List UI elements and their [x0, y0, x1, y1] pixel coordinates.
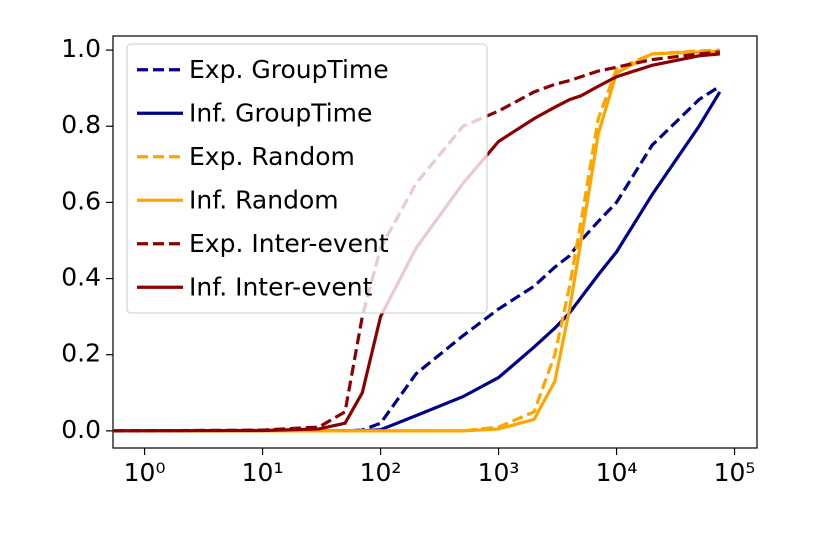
y-tick-label: 0.0 [61, 415, 101, 444]
legend-box [126, 43, 488, 314]
x-tick-label: 10⁰ [124, 458, 166, 487]
y-tick-label: 0.2 [61, 339, 101, 368]
x-tick-label: 10⁴ [596, 458, 638, 487]
legend-label: Exp. Inter-event [189, 229, 389, 258]
legend-label: Exp. GroupTime [189, 55, 389, 84]
legend-label: Inf. GroupTime [189, 98, 372, 127]
y-tick-label: 0.4 [61, 263, 101, 292]
series-line [113, 52, 720, 433]
legend: Exp. GroupTime Inf. GroupTime Exp. Random I… [126, 43, 488, 314]
legend-label: Inf. Inter-event [189, 272, 373, 301]
y-tick-label: 1.0 [61, 34, 101, 63]
y-tick-label: 0.6 [61, 186, 101, 215]
x-tick-label: 10¹ [242, 458, 284, 487]
legend-label: Exp. Random [189, 142, 355, 171]
series-line [113, 50, 720, 433]
x-tick-label: 10³ [478, 458, 520, 487]
x-tick-label: 10² [360, 458, 402, 487]
legend-label: Inf. Random [189, 185, 339, 214]
plot-frame [112, 35, 758, 449]
y-tick-label: 0.8 [61, 110, 101, 139]
x-tick-label: 10⁵ [714, 458, 756, 487]
series-line [113, 49, 720, 433]
